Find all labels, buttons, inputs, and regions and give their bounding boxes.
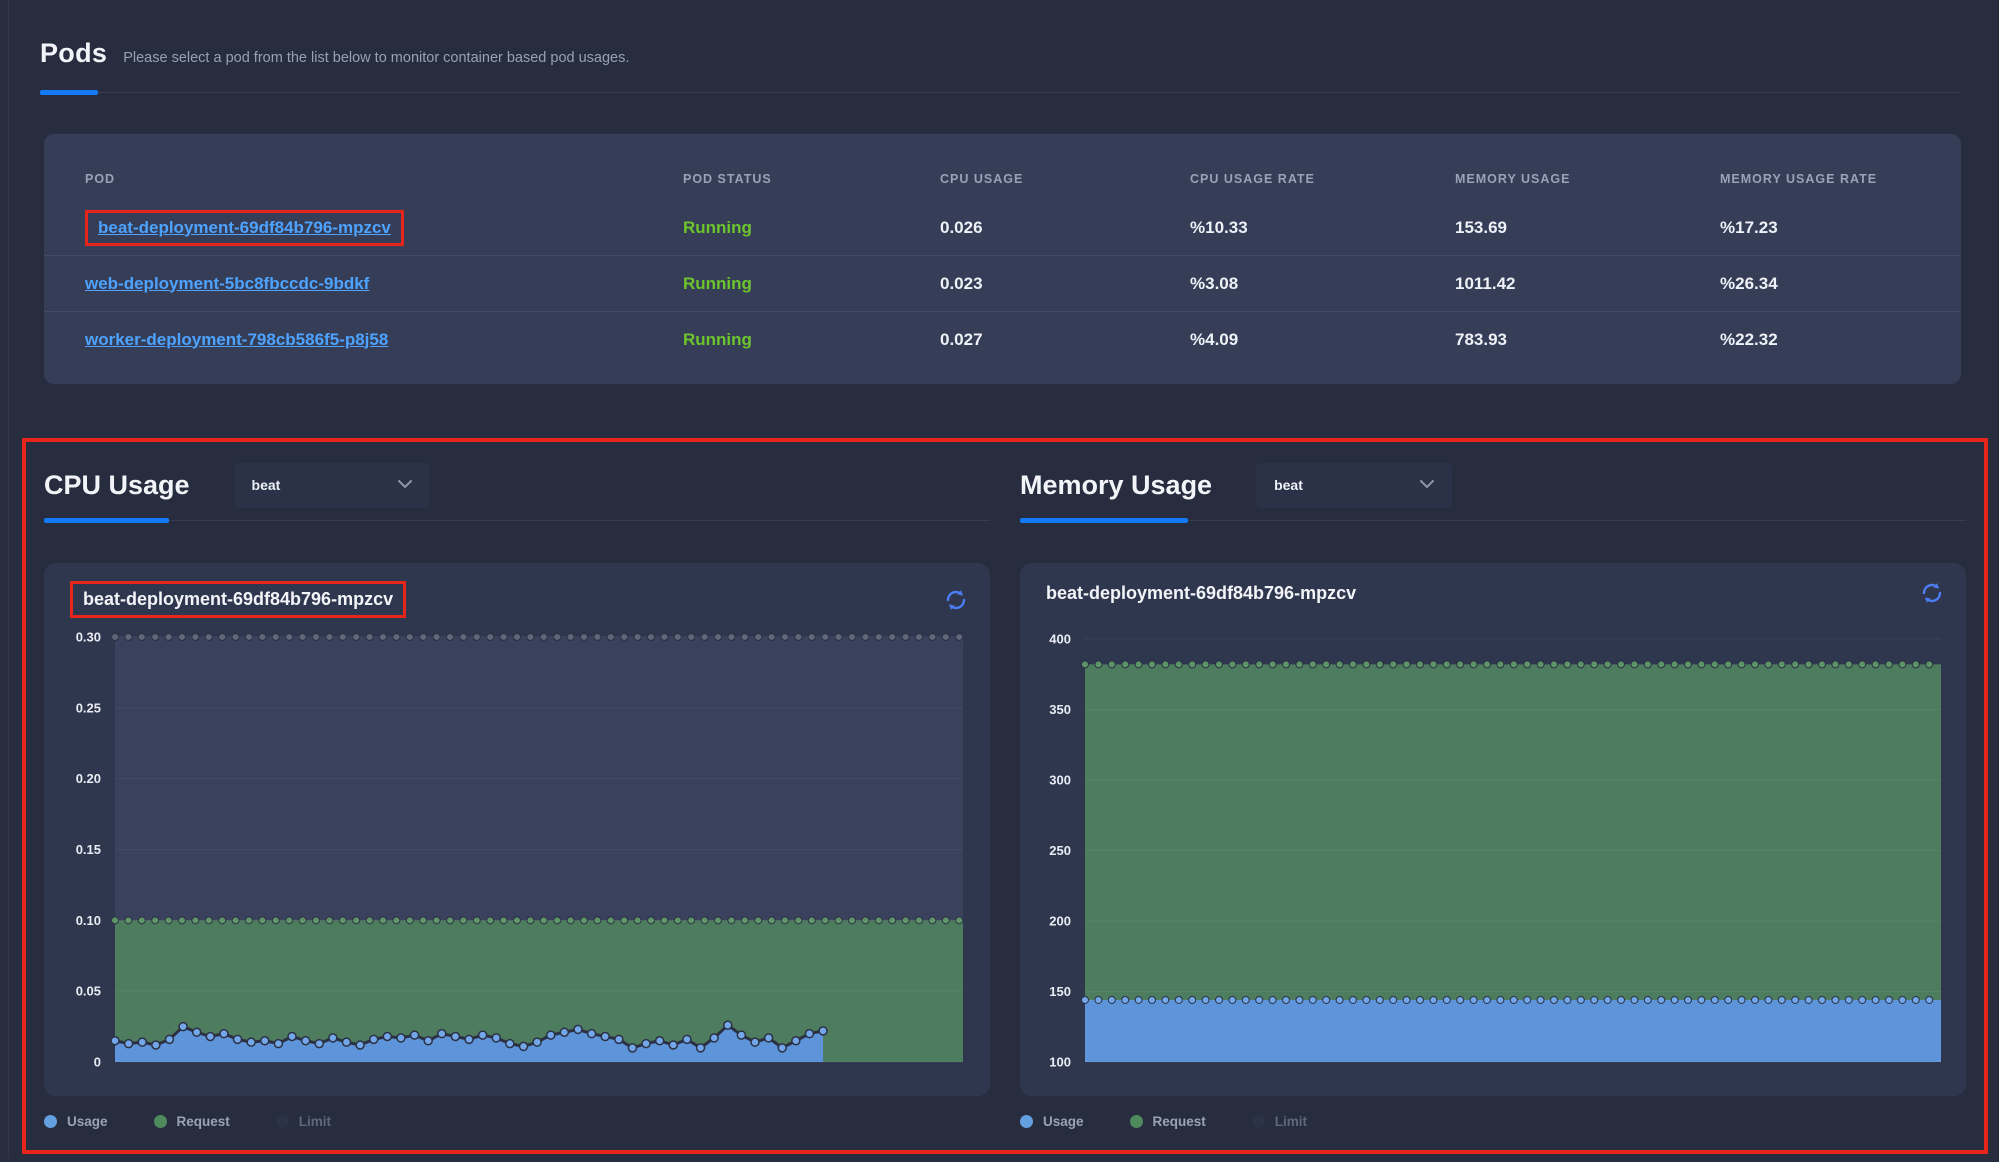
limit-dot-icon [1252, 1115, 1265, 1128]
header-rule [40, 90, 1959, 96]
active-tab-indicator [40, 90, 98, 95]
svg-text:300: 300 [1049, 773, 1071, 788]
memory-pod-select-value: beat [1274, 477, 1303, 493]
status-badge: Running [683, 330, 940, 350]
col-pod-status: POD STATUS [683, 172, 940, 186]
cpu-area-chart: 0 0.05 0.10 0.15 0.20 0.25 0.30 [44, 563, 990, 1096]
status-badge: Running [683, 218, 940, 238]
chevron-down-icon [1420, 476, 1434, 494]
col-cpu-usage: CPU USAGE [940, 172, 1190, 186]
memory-usage-section: Memory Usage beat beat-deployment-69df84… [1020, 462, 1966, 1162]
window-edge-divider [8, 0, 9, 1159]
memory-usage-rate-value: %26.34 [1720, 274, 1961, 294]
usage-dot-icon [1020, 1115, 1033, 1128]
memory-chart-legend: Usage Request Limit [1020, 1114, 1307, 1129]
annotation-box-cpu-chart-title: beat-deployment-69df84b796-mpzcv [70, 581, 406, 618]
refresh-icon [1920, 593, 1944, 608]
table-row: web-deployment-5bc8fbccdc-9bdkf Running … [44, 256, 1961, 311]
page-subtitle: Please select a pod from the list below … [123, 50, 629, 66]
cpu-section-title: CPU Usage [44, 470, 190, 501]
request-dot-icon [154, 1115, 167, 1128]
pods-header: Pods Please select a pod from the list b… [40, 38, 629, 69]
svg-text:100: 100 [1049, 1055, 1071, 1070]
cpu-usage-rate-value: %3.08 [1190, 274, 1455, 294]
col-cpu-usage-rate: CPU USAGE RATE [1190, 172, 1455, 186]
status-badge: Running [683, 274, 940, 294]
pods-table-card: POD POD STATUS CPU USAGE CPU USAGE RATE … [44, 134, 1961, 384]
limit-dot-icon [276, 1115, 289, 1128]
legend-item-request[interactable]: Request [1130, 1114, 1206, 1129]
cpu-usage-section: CPU Usage beat beat-deployment-69df84b79… [44, 462, 990, 1162]
col-pod: POD [85, 172, 683, 186]
cpu-pod-select[interactable]: beat [234, 463, 430, 508]
cpu-usage-value: 0.023 [940, 274, 1190, 294]
table-row: worker-deployment-798cb586f5-p8j58 Runni… [44, 312, 1961, 367]
svg-text:150: 150 [1049, 984, 1071, 999]
svg-text:0.25: 0.25 [76, 700, 101, 715]
svg-text:400: 400 [1049, 632, 1071, 647]
memory-usage-rate-value: %17.23 [1720, 218, 1961, 238]
memory-pod-select[interactable]: beat [1256, 463, 1452, 508]
memory-usage-rate-value: %22.32 [1720, 330, 1961, 350]
svg-text:200: 200 [1049, 914, 1071, 929]
svg-text:0: 0 [94, 1055, 101, 1070]
svg-text:250: 250 [1049, 843, 1071, 858]
page-title: Pods [40, 38, 107, 69]
svg-text:0.30: 0.30 [76, 630, 101, 645]
cpu-usage-rate-value: %4.09 [1190, 330, 1455, 350]
svg-text:0.20: 0.20 [76, 771, 101, 786]
chevron-down-icon [398, 476, 412, 494]
memory-chart-card: beat-deployment-69df84b796-mpzcv 100 150 2… [1020, 563, 1966, 1096]
legend-item-usage[interactable]: Usage [1020, 1114, 1084, 1129]
refresh-icon [944, 600, 968, 615]
memory-section-rule [1020, 518, 1966, 524]
cpu-section-rule [44, 518, 990, 524]
memory-refresh-button[interactable] [1920, 581, 1944, 605]
cpu-chart-legend: Usage Request Limit [44, 1114, 331, 1129]
svg-text:0.15: 0.15 [76, 842, 101, 857]
memory-usage-value: 1011.42 [1455, 274, 1720, 294]
table-row: beat-deployment-69df84b796-mpzcv Running… [44, 200, 1961, 255]
annotation-box-selected-pod: beat-deployment-69df84b796-mpzcv [85, 210, 404, 246]
legend-item-limit[interactable]: Limit [1252, 1114, 1307, 1129]
table-header-row: POD POD STATUS CPU USAGE CPU USAGE RATE … [44, 134, 1961, 186]
cpu-usage-value: 0.027 [940, 330, 1190, 350]
svg-text:0.10: 0.10 [76, 913, 101, 928]
memory-usage-value: 783.93 [1455, 330, 1720, 350]
cpu-refresh-button[interactable] [944, 588, 968, 612]
memory-section-title: Memory Usage [1020, 470, 1212, 501]
cpu-usage-value: 0.026 [940, 218, 1190, 238]
usage-dot-icon [44, 1115, 57, 1128]
legend-item-usage[interactable]: Usage [44, 1114, 108, 1129]
col-memory-usage: MEMORY USAGE [1455, 172, 1720, 186]
pod-link-web[interactable]: web-deployment-5bc8fbccdc-9bdkf [85, 274, 369, 293]
memory-chart-title: beat-deployment-69df84b796-mpzcv [1046, 583, 1356, 604]
pod-link-worker[interactable]: worker-deployment-798cb586f5-p8j58 [85, 330, 388, 349]
legend-item-limit[interactable]: Limit [276, 1114, 331, 1129]
cpu-chart-card: beat-deployment-69df84b796-mpzcv 0 0.05 0.… [44, 563, 990, 1096]
legend-item-request[interactable]: Request [154, 1114, 230, 1129]
cpu-pod-select-value: beat [252, 477, 281, 493]
memory-usage-value: 153.69 [1455, 218, 1720, 238]
pod-link-beat[interactable]: beat-deployment-69df84b796-mpzcv [98, 218, 391, 237]
request-dot-icon [1130, 1115, 1143, 1128]
svg-text:350: 350 [1049, 702, 1071, 717]
col-memory-usage-rate: MEMORY USAGE RATE [1720, 172, 1961, 186]
memory-area-chart: 100 150 200 250 300 350 400 [1020, 563, 1966, 1096]
cpu-chart-title: beat-deployment-69df84b796-mpzcv [83, 589, 393, 609]
svg-text:0.05: 0.05 [76, 984, 101, 999]
cpu-usage-rate-value: %10.33 [1190, 218, 1455, 238]
